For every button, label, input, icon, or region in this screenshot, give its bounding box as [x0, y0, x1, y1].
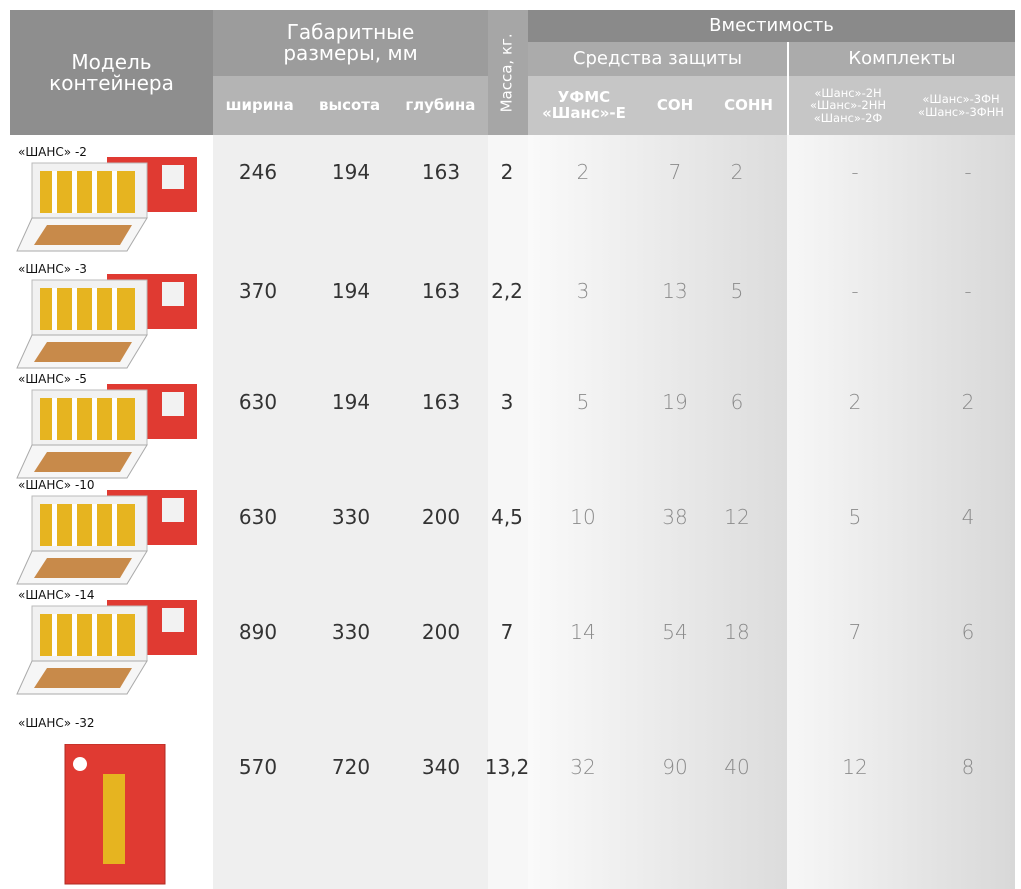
header-text: «Шанс»-3ФНН: [918, 106, 1004, 118]
kits2-header: «Шанс»-3ФН «Шанс»-3ФНН: [907, 76, 1015, 135]
cell-value: 38: [662, 505, 687, 529]
cell-value: 19: [662, 390, 687, 414]
container-image: [12, 153, 207, 253]
cell-value: 630: [239, 390, 277, 414]
kits-header: Комплекты: [789, 42, 1015, 76]
cell-value: 32: [570, 755, 595, 779]
cell-value: 7: [501, 620, 514, 644]
son-header: СОН: [640, 76, 710, 135]
header-text: контейнера: [49, 73, 174, 94]
ufms-header: УФМС «Шанс»-Е: [528, 76, 640, 135]
cell-value: 330: [332, 620, 370, 644]
cell-value: 194: [332, 390, 370, 414]
header-text: «Шанс»-2Ф: [814, 112, 883, 124]
kits1-header: «Шанс»-2Н «Шанс»-2НН «Шанс»-2Ф: [789, 76, 907, 135]
cell-value: 8: [962, 755, 975, 779]
header-text: «Шанс»-2НН: [810, 99, 886, 111]
cell-value: 246: [239, 160, 277, 184]
header-text: Габаритные: [287, 22, 415, 43]
cell-value: 340: [422, 755, 460, 779]
cell-value: 570: [239, 755, 277, 779]
sonn-header: СОНН: [710, 76, 787, 135]
header-text: СОН: [657, 98, 693, 114]
cell-value: 200: [422, 505, 460, 529]
cell-value: 630: [239, 505, 277, 529]
protection-header: Средства защиты: [528, 42, 787, 76]
cell-value: 163: [422, 279, 460, 303]
header-text: Вместимость: [709, 17, 834, 36]
cell-value: 2: [962, 390, 975, 414]
cell-value: -: [851, 160, 858, 184]
cell-value: 6: [731, 390, 744, 414]
cell-value: 12: [842, 755, 867, 779]
cell-value: 163: [422, 390, 460, 414]
header-text: СОНН: [724, 98, 773, 114]
cell-value: 3: [577, 279, 590, 303]
cell-value: 194: [332, 279, 370, 303]
cell-value: 18: [724, 620, 749, 644]
cell-value: 7: [849, 620, 862, 644]
container-image: [55, 744, 175, 889]
cell-value: 13: [662, 279, 687, 303]
header-text: высота: [319, 98, 380, 114]
cell-value: 5: [577, 390, 590, 414]
cell-value: 5: [849, 505, 862, 529]
cell-value: 12: [724, 505, 749, 529]
model-header: Модель контейнера: [10, 10, 213, 135]
container-image: [12, 380, 207, 480]
header-text: Комплекты: [848, 50, 955, 69]
capacity-header: Вместимость: [528, 10, 1015, 42]
cell-value: 720: [332, 755, 370, 779]
header-text: «Шанс»-Е: [542, 106, 626, 122]
dimensions-subheader: ширина высота глубина: [213, 76, 488, 135]
container-image: [12, 270, 207, 370]
cell-value: 2,2: [491, 279, 523, 303]
cell-value: 2: [849, 390, 862, 414]
cell-value: 6: [962, 620, 975, 644]
cell-value: 14: [570, 620, 595, 644]
header-text: «Шанс»-3ФН: [922, 93, 999, 105]
header-text: Масса, кг.: [500, 33, 516, 112]
cell-value: 370: [239, 279, 277, 303]
mass-header: Масса, кг.: [488, 10, 528, 135]
model-name: «ШАНС» -32: [18, 716, 95, 730]
cell-value: -: [851, 279, 858, 303]
cell-value: 40: [724, 755, 749, 779]
cell-value: 330: [332, 505, 370, 529]
cell-value: 4: [962, 505, 975, 529]
cell-value: 10: [570, 505, 595, 529]
header-text: глубина: [405, 98, 475, 114]
header-text: Средства защиты: [573, 50, 742, 69]
cell-value: 194: [332, 160, 370, 184]
cell-value: 200: [422, 620, 460, 644]
container-image: [12, 486, 207, 586]
cell-value: 4,5: [491, 505, 523, 529]
cell-value: 7: [669, 160, 682, 184]
cell-value: 5: [731, 279, 744, 303]
cell-value: 2: [577, 160, 590, 184]
page: Модель контейнера Габаритные размеры, мм…: [0, 0, 1021, 889]
cell-value: 163: [422, 160, 460, 184]
cell-value: 54: [662, 620, 687, 644]
cell-value: 2: [731, 160, 744, 184]
cell-value: 13,2: [485, 755, 530, 779]
cell-value: 90: [662, 755, 687, 779]
cell-value: -: [964, 160, 971, 184]
cell-value: 2: [501, 160, 514, 184]
cell-value: 890: [239, 620, 277, 644]
dimensions-header: Габаритные размеры, мм: [213, 10, 488, 76]
cell-value: 3: [501, 390, 514, 414]
header-text: Модель: [71, 52, 151, 73]
kits-bg: [787, 135, 1015, 889]
header-text: размеры, мм: [283, 43, 417, 64]
header-text: ширина: [226, 98, 294, 114]
container-image: [12, 596, 207, 696]
cell-value: -: [964, 279, 971, 303]
